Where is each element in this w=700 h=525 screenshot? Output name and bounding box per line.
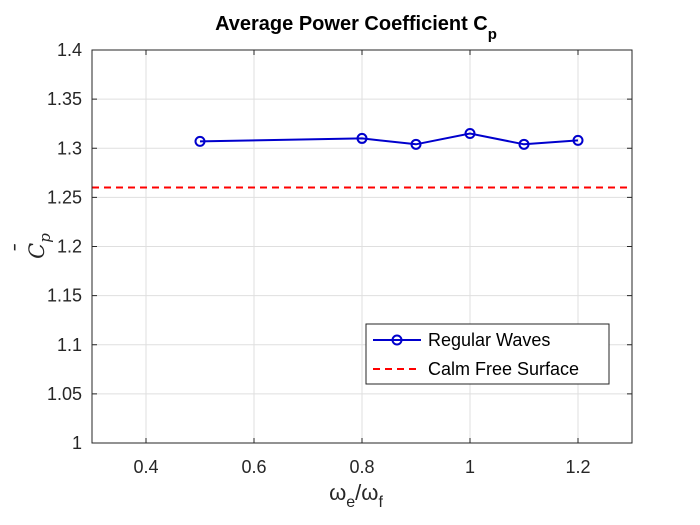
y-tick-label: 1.15 (47, 286, 82, 306)
x-tick-label: 0.4 (133, 457, 158, 477)
y-label-base: C (25, 243, 49, 259)
series-line-regular-waves (199, 132, 579, 146)
y-tick-label: 1.1 (57, 335, 82, 355)
data-point-regular-waves (194, 135, 206, 147)
ticks: 0.4 0.6 0.8 1 1.2 1 1.05 1.1 1.15 1.2 1.25 1.3 1.35 1… (47, 40, 632, 477)
data-point-regular-waves (356, 132, 368, 144)
data-point-regular-waves (518, 138, 530, 150)
x-label-sep: / (355, 480, 362, 505)
y-tick-label: 1 (72, 433, 82, 453)
x-tick-label: 1 (465, 457, 475, 477)
y-tick-label: 1.35 (47, 89, 82, 109)
chart-title-main: Average Power Coefficient C (215, 13, 488, 35)
x-label-sub-1: e (346, 494, 355, 511)
y-tick-label: 1.2 (57, 237, 82, 257)
y-label-sub: p (36, 233, 54, 243)
x-axis-label: ωe/ωf (329, 480, 383, 511)
y-tick-label: 1.4 (57, 40, 82, 60)
y-tick-label: 1.25 (47, 187, 82, 207)
x-label-omega-1: ω (329, 480, 346, 505)
x-label-sub-2: f (378, 494, 383, 511)
legend-label-calm-free-surface: Calm Free Surface (428, 359, 579, 379)
legend-label-regular-waves: Regular Waves (428, 330, 550, 350)
legend-box (365, 323, 610, 385)
series-layer (92, 128, 632, 189)
y-tick-label: 1.3 (57, 138, 82, 158)
svg-text:Cp: Cp (25, 233, 54, 259)
legend: Regular Waves Calm Free Surface (365, 323, 610, 385)
legend-marker-regular-waves (391, 334, 403, 346)
data-point-regular-waves (572, 134, 584, 146)
data-point-regular-waves (464, 128, 476, 140)
x-label-omega-2: ω (361, 480, 378, 505)
y-tick-label: 1.05 (47, 384, 82, 404)
y-axis-label: Cp ¯ (11, 233, 54, 259)
x-tick-label: 0.8 (349, 457, 374, 477)
data-point-regular-waves (410, 138, 422, 150)
x-tick-label: 0.6 (241, 457, 266, 477)
x-tick-label: 1.2 (565, 457, 590, 477)
chart-title: Average Power Coefficient Cp (215, 13, 497, 43)
chart-title-subscript: p (488, 26, 497, 43)
y-label-accent: ¯ (11, 243, 35, 254)
